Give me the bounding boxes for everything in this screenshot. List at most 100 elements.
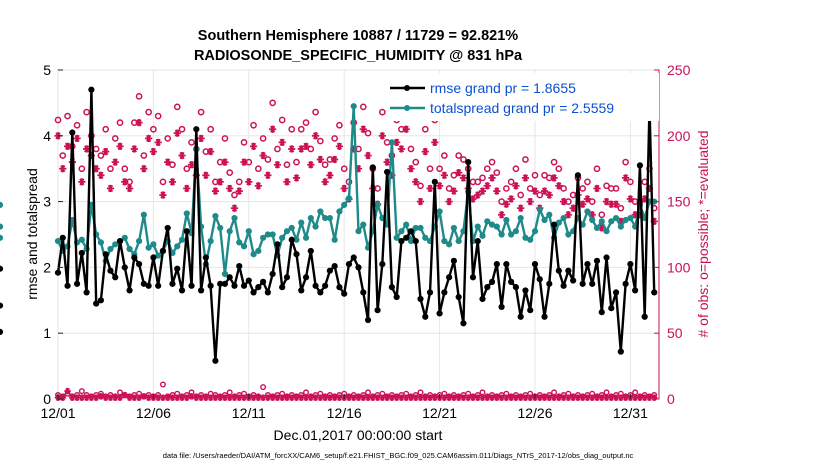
obs-evaluated-point bbox=[626, 195, 634, 203]
obs-evaluated-low-point bbox=[584, 394, 591, 401]
rmse-point bbox=[107, 267, 114, 274]
totalspread-point bbox=[240, 243, 248, 250]
obs-evaluated-point bbox=[111, 158, 119, 166]
rmse-point bbox=[465, 159, 472, 166]
obs-possible-low-point bbox=[260, 384, 267, 391]
obs-possible-point bbox=[364, 129, 372, 137]
obs-evaluated-low-point bbox=[445, 394, 453, 401]
obs-possible-point bbox=[460, 156, 467, 163]
rmse-point bbox=[226, 274, 233, 281]
rmse-point bbox=[145, 282, 152, 289]
obs-possible-low-point bbox=[159, 381, 166, 388]
rmse-point bbox=[517, 313, 524, 320]
rmse-point bbox=[245, 277, 252, 284]
rmse-point bbox=[570, 277, 577, 284]
obs-evaluated-point bbox=[540, 187, 549, 195]
totalspread-point bbox=[0, 201, 4, 208]
rmse-point bbox=[64, 282, 71, 289]
totalspread-point bbox=[288, 224, 295, 232]
obs-evaluated-point bbox=[412, 178, 420, 186]
y-tick-label-right: 50 bbox=[667, 325, 683, 341]
totalspread-point bbox=[455, 237, 462, 245]
bottom-obs-markers bbox=[54, 381, 658, 401]
rmse-point bbox=[331, 262, 338, 270]
rmse-point bbox=[636, 162, 644, 169]
totalspread-point bbox=[355, 228, 362, 235]
obs-evaluated-low-point bbox=[159, 394, 167, 401]
y-tick-label-right: 200 bbox=[667, 128, 691, 144]
totalspread-point bbox=[322, 214, 329, 222]
obs-possible-point bbox=[407, 145, 415, 153]
obs-evaluated-point bbox=[326, 171, 334, 179]
obs-evaluated-low-point bbox=[450, 394, 458, 401]
obs-evaluated-point bbox=[135, 119, 143, 127]
obs-evaluated-point bbox=[455, 169, 463, 177]
obs-possible-point bbox=[264, 156, 272, 163]
obs-evaluated-point bbox=[183, 184, 191, 193]
obs-possible-point bbox=[603, 182, 610, 190]
rmse-point bbox=[360, 289, 367, 296]
obs-possible-point bbox=[231, 191, 238, 199]
totalspread-point bbox=[374, 201, 381, 208]
rmse-point bbox=[159, 247, 167, 255]
rmse-point bbox=[131, 254, 138, 261]
obs-evaluated-point bbox=[383, 158, 391, 166]
totalspread-point bbox=[407, 237, 415, 245]
rmse-point bbox=[560, 282, 567, 289]
rmse-point bbox=[212, 357, 219, 364]
rmse-point bbox=[193, 126, 200, 133]
obs-evaluated-low-point bbox=[183, 394, 190, 401]
y-tick-label-right: 100 bbox=[667, 259, 691, 275]
obs-evaluated-low-point bbox=[188, 393, 195, 400]
obs-evaluated-point bbox=[211, 187, 220, 195]
totalspread-point bbox=[398, 228, 405, 235]
rmse-point bbox=[140, 280, 147, 287]
totalspread-point bbox=[498, 231, 505, 238]
obs-evaluated-point bbox=[249, 142, 258, 150]
obs-evaluated-low-point bbox=[417, 394, 424, 401]
obs-possible-point bbox=[83, 108, 90, 116]
totalspread-point bbox=[512, 228, 520, 235]
plot-area bbox=[57, 69, 660, 400]
obs-evaluated-point bbox=[555, 182, 563, 190]
totalspread-point bbox=[560, 214, 567, 222]
rmse-point bbox=[612, 289, 620, 296]
obs-possible-point bbox=[226, 169, 234, 176]
obs-possible-point bbox=[517, 191, 525, 199]
rmse-point bbox=[260, 278, 267, 285]
data-file-footnote: data file: /Users/raeder/DAI/ATM_forcXX/… bbox=[163, 451, 634, 460]
totalspread-point bbox=[493, 223, 500, 230]
obs-evaluated-low-point bbox=[64, 387, 71, 395]
obs-evaluated-point bbox=[240, 158, 248, 166]
totalspread-point bbox=[503, 216, 510, 224]
legend: rmse grand pr = 1.8655 totalspread grand… bbox=[386, 73, 659, 121]
obs-evaluated-low-point bbox=[355, 394, 362, 401]
obs-possible-point bbox=[412, 158, 420, 166]
rmse-point bbox=[527, 307, 534, 314]
obs-evaluated-low-point bbox=[250, 394, 257, 401]
totalspread-point bbox=[183, 210, 190, 217]
obs-possible-point bbox=[493, 169, 501, 176]
rmse-point bbox=[341, 290, 348, 297]
obs-possible-point bbox=[584, 178, 591, 186]
obs-evaluated-point bbox=[269, 125, 277, 133]
obs-evaluated-point bbox=[521, 174, 530, 182]
rmse-point bbox=[508, 278, 515, 285]
totalspread-point bbox=[217, 224, 224, 232]
obs-possible-point bbox=[541, 171, 548, 179]
rmse-point bbox=[546, 280, 553, 287]
totalspread-point bbox=[341, 201, 348, 208]
obs-possible-point bbox=[503, 185, 510, 192]
rmse-point bbox=[69, 129, 76, 136]
obs-evaluated-point bbox=[426, 184, 434, 193]
rmse-point bbox=[312, 282, 319, 289]
totalspread-point bbox=[107, 245, 114, 253]
rmse-point bbox=[431, 178, 438, 185]
totalspread-point bbox=[331, 236, 338, 243]
legend-spread-label: totalspread grand pr = 2.5559 bbox=[430, 100, 614, 116]
rmse-point bbox=[0, 302, 4, 309]
totalspread-point bbox=[603, 228, 610, 235]
rmse-point bbox=[450, 257, 457, 264]
rmse-point bbox=[384, 168, 391, 176]
x-tick-label: 12/31 bbox=[613, 405, 648, 421]
